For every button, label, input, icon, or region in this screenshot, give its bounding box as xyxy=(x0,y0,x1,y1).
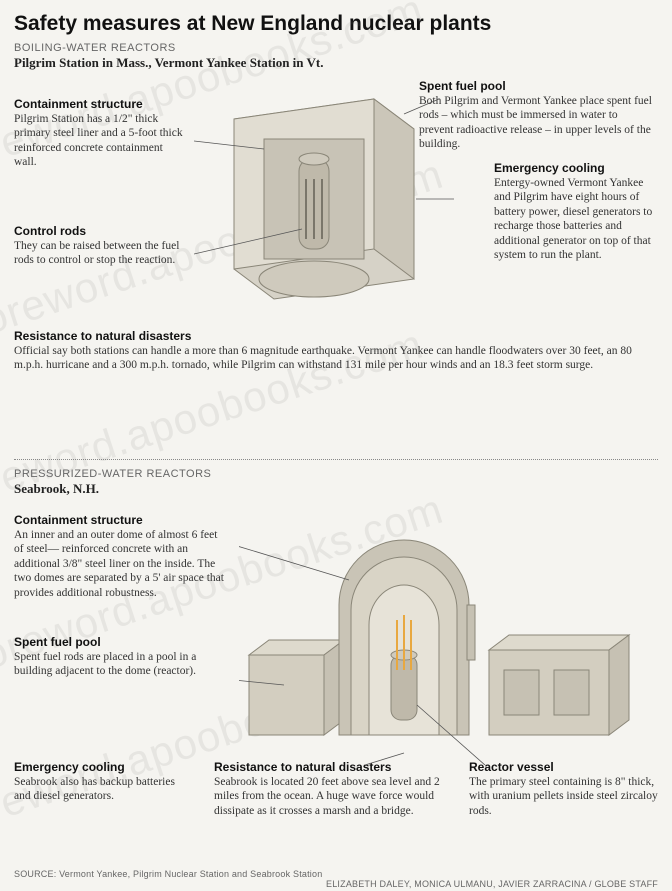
ann-reactorvessel: Reactor vessel The primary steel contain… xyxy=(469,760,659,818)
section2-caps: PRESSURIZED-WATER REACTORS xyxy=(14,468,658,480)
source-line: SOURCE: Vermont Yankee, Pilgrim Nuclear … xyxy=(14,869,658,879)
ann-controlrods: Control rods They can be raised between … xyxy=(14,224,184,268)
ann-spentfuel-1: Spent fuel pool Both Pilgrim and Vermont… xyxy=(419,79,654,152)
bwr-diagram xyxy=(194,79,454,339)
pwr-diagram xyxy=(239,505,659,765)
section2-area: Containment structure An inner and an ou… xyxy=(14,505,658,865)
ann-containment-2: Containment structure An inner and an ou… xyxy=(14,513,229,600)
ann-spentfuel-2: Spent fuel pool Spent fuel rods are plac… xyxy=(14,635,229,679)
ann-emergency-1: Emergency cooling Entergy-owned Vermont … xyxy=(494,161,654,262)
page-title: Safety measures at New England nuclear p… xyxy=(14,12,658,36)
ann-resistance-2: Resistance to natural disasters Seabrook… xyxy=(214,760,444,818)
ann-emergency-2: Emergency cooling Seabrook also has back… xyxy=(14,760,194,804)
section1-caps: BOILING-WATER REACTORS xyxy=(14,42,658,54)
ann-resistance-1: Resistance to natural disasters Official… xyxy=(14,329,654,373)
section2-sub: Seabrook, N.H. xyxy=(14,481,658,497)
ann-containment-1: Containment structure Pilgrim Station ha… xyxy=(14,97,184,170)
section1-area: Containment structure Pilgrim Station ha… xyxy=(14,79,658,449)
section-divider xyxy=(14,459,658,460)
section1-sub: Pilgrim Station in Mass., Vermont Yankee… xyxy=(14,55,658,71)
